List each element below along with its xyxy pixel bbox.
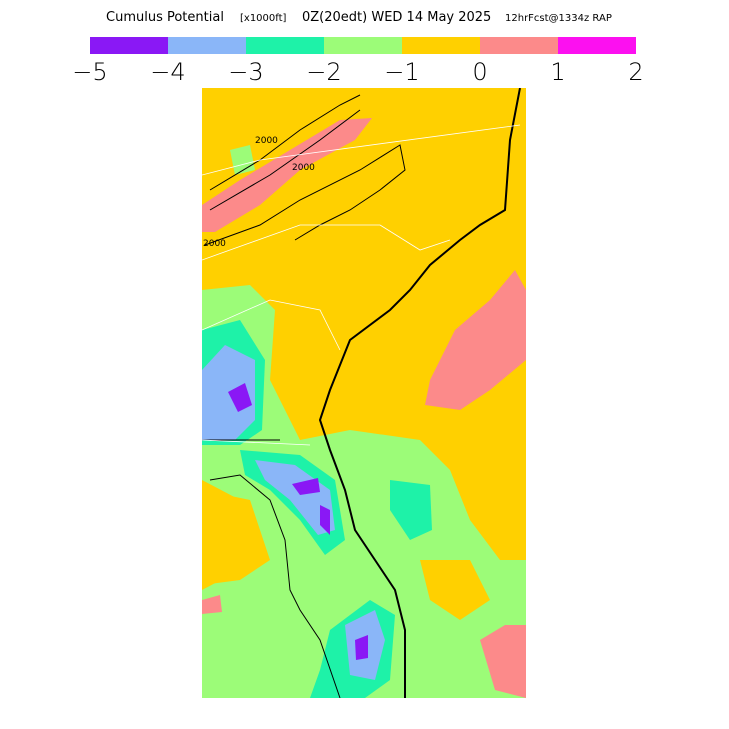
colorbar-label: 0 — [472, 58, 487, 86]
colorbar-swatch — [90, 37, 168, 54]
colorbar: −5 −4 −3 −2 −1 0 1 2 — [72, 37, 644, 86]
colorbar-label: −4 — [150, 58, 185, 86]
product-title: Cumulus Potential — [106, 10, 224, 25]
colorbar-label: −2 — [306, 58, 341, 86]
valid-time: 0Z(20edt) WED 14 May 2025 — [302, 10, 491, 25]
colorbar-swatch — [168, 37, 246, 54]
map: 2000 2000 2000 — [202, 88, 526, 698]
forecast-info: 12hrFcst@1334z RAP — [505, 13, 612, 24]
colorbar-swatch — [480, 37, 558, 54]
colorbar-label: 2 — [628, 58, 643, 86]
contour-label: 2000 — [203, 239, 226, 249]
colorbar-label: −3 — [228, 58, 263, 86]
colorbar-swatch — [246, 37, 324, 54]
contour-label: 2000 — [255, 136, 278, 146]
colorbar-label: −1 — [384, 58, 419, 86]
units: [x1000ft] — [240, 13, 287, 24]
colorbar-swatch — [324, 37, 402, 54]
contour-label: 2000 — [292, 163, 315, 173]
colorbar-label: 1 — [550, 58, 565, 86]
colorbar-swatch — [402, 37, 480, 54]
colorbar-label: −5 — [72, 58, 107, 86]
colorbar-swatch — [558, 37, 636, 54]
